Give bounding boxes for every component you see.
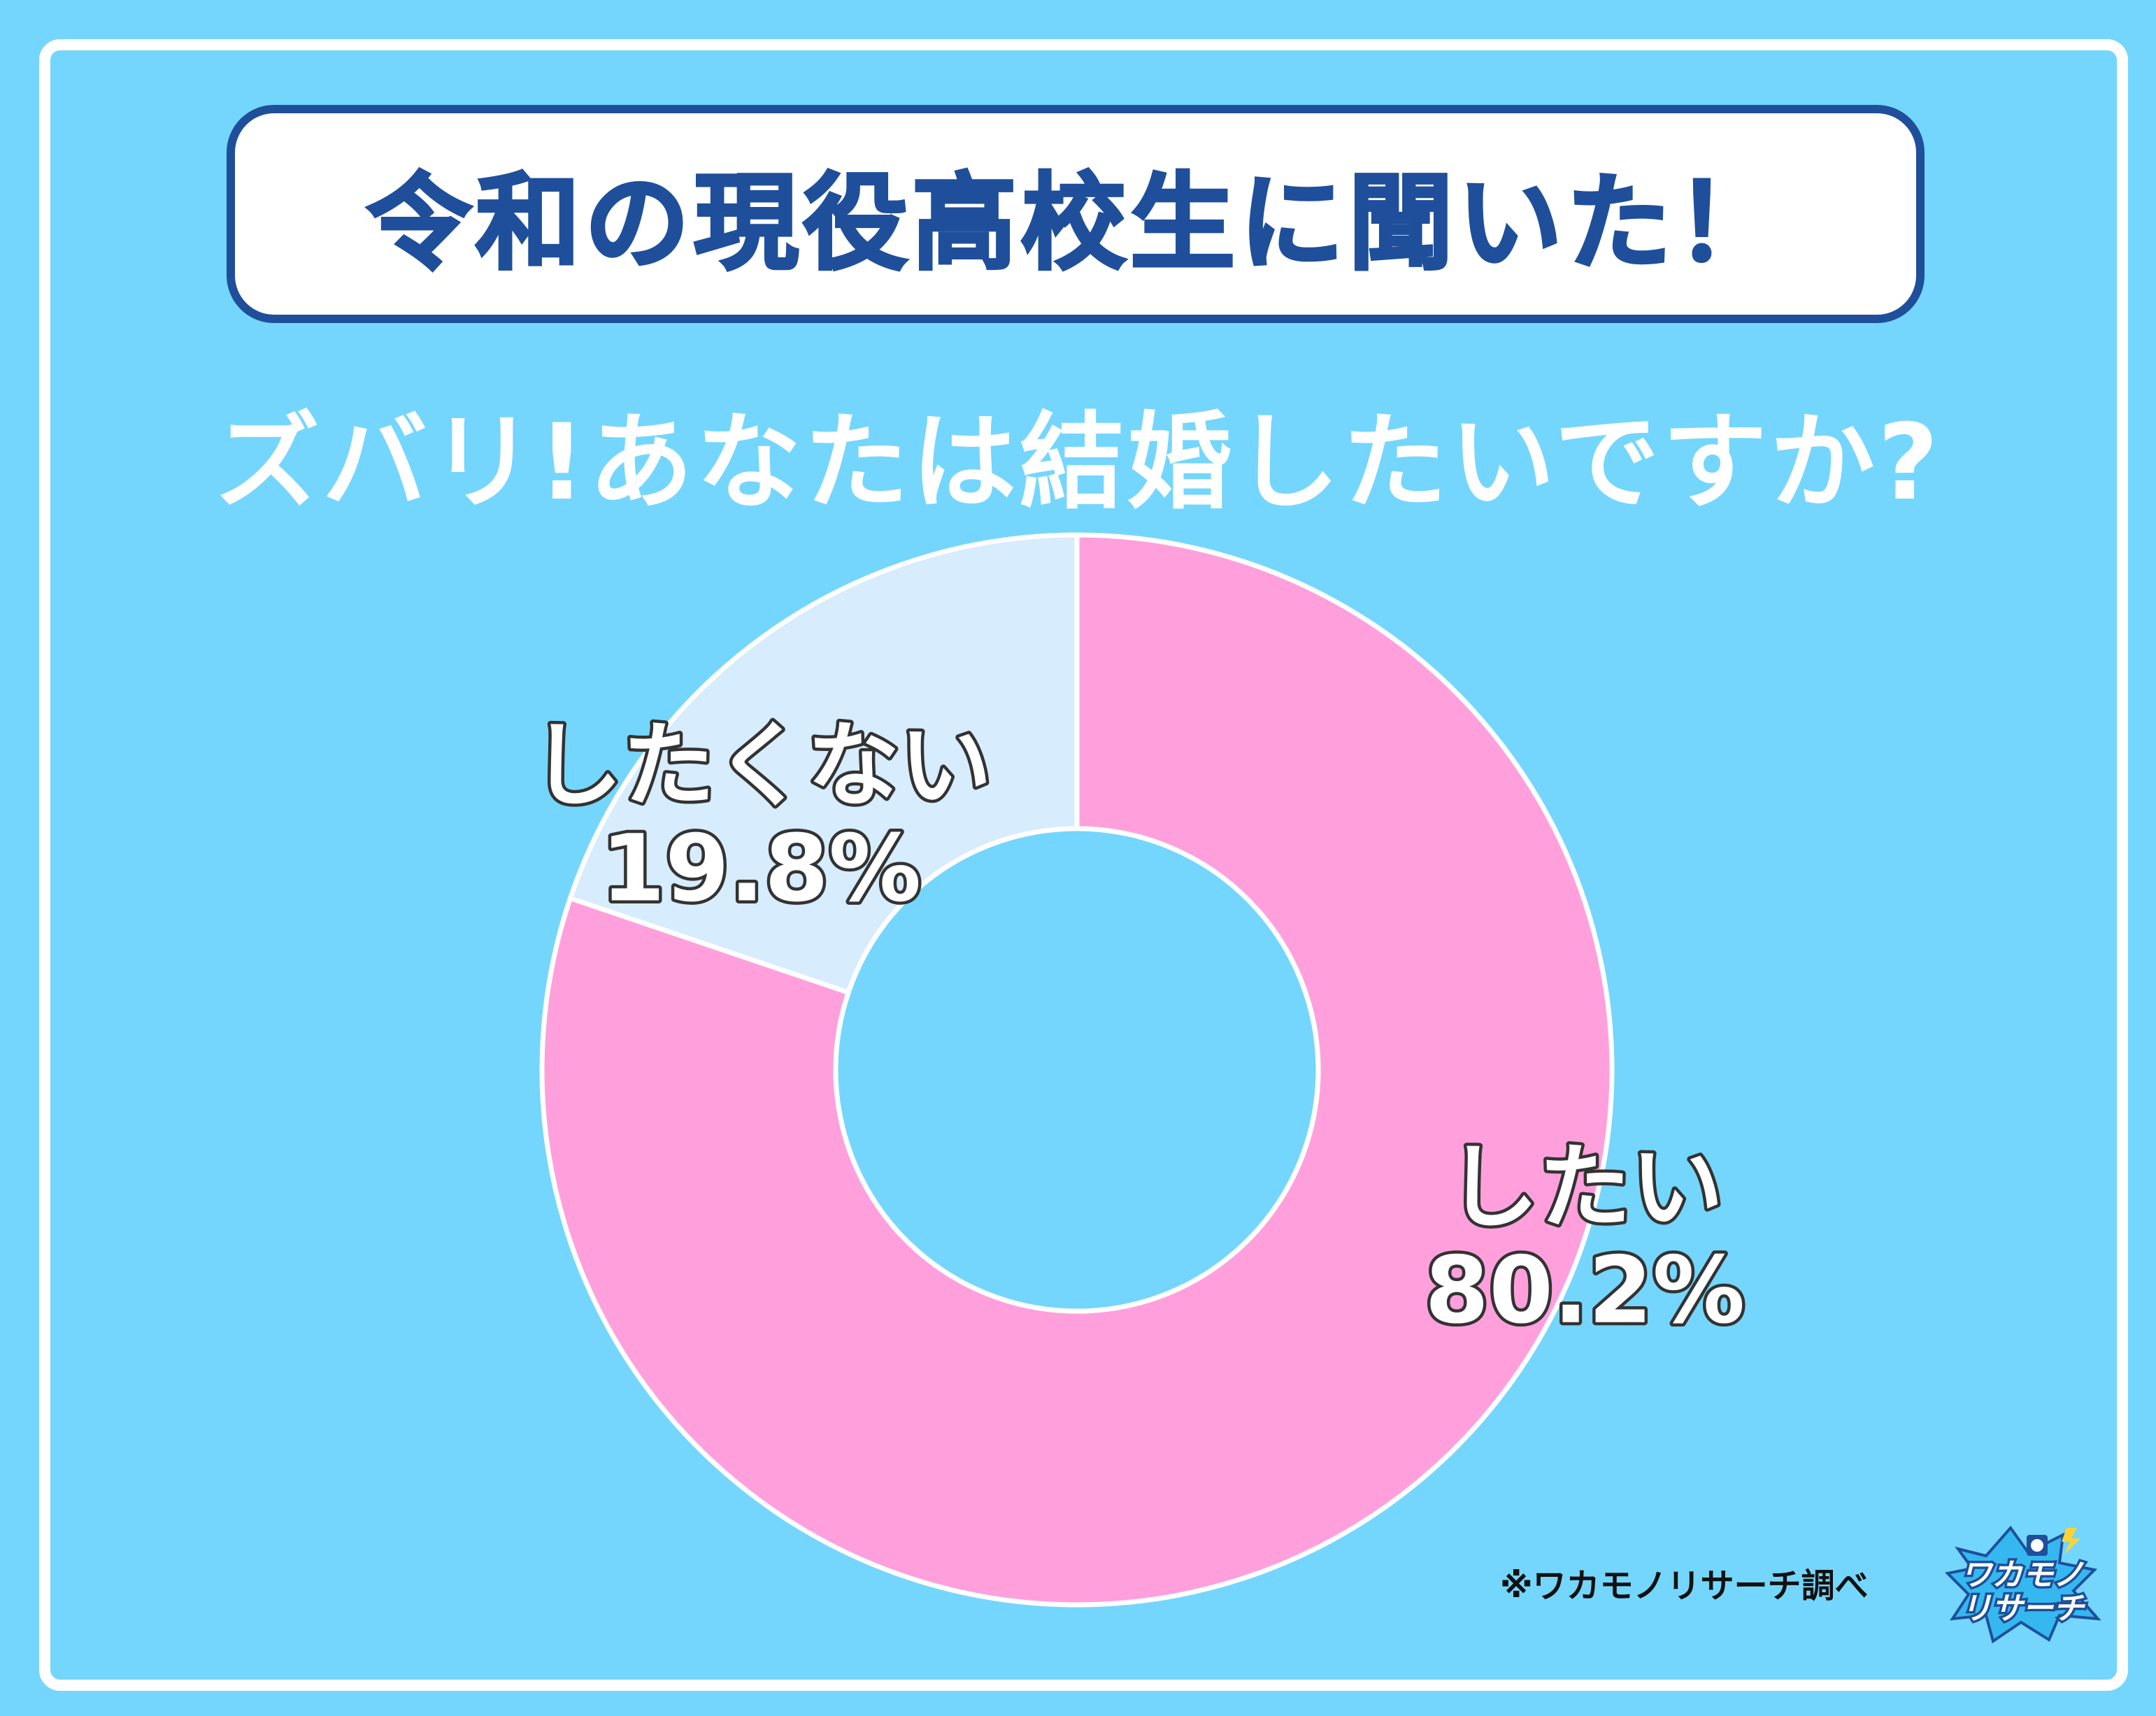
question-title: ズバリ!あなたは結婚したいですか? — [215, 402, 1941, 524]
brand-logo: ワカモノ リサーチ — [1944, 1525, 2101, 1643]
slice-value-1: 80.2% — [1425, 1237, 1745, 1345]
slice-value-2: 19.8% — [601, 815, 921, 922]
donut-center — [833, 826, 1321, 1314]
header-title: 令和の現役高校生に聞いた！ — [365, 162, 1785, 286]
logo-line2: リサーチ — [1961, 1591, 2086, 1626]
logo-lightning-icon — [2062, 1528, 2080, 1554]
slice-label-1: したい — [1446, 1134, 1723, 1242]
header-banner: 令和の現役高校生に聞いた！ — [227, 105, 1925, 323]
source-credit: ※ワカモノリサーチ調べ — [1500, 1566, 1869, 1606]
logo-line1: ワカモノ — [1961, 1557, 2085, 1593]
outer-frame — [39, 39, 2128, 1691]
slice-label-2: したくない — [530, 712, 992, 820]
